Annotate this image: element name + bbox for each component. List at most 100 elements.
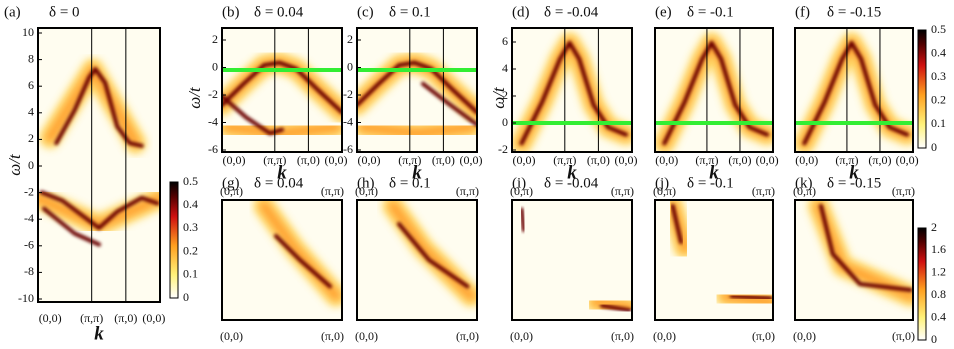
corner-label: (0,π) bbox=[220, 184, 243, 198]
k-tick-label: (0,0) bbox=[795, 153, 818, 167]
colorbar-tick-label: 0.2 bbox=[183, 243, 198, 257]
corner-label: (0,π) bbox=[510, 184, 533, 198]
y-tick-label: 0 bbox=[212, 59, 218, 73]
colorbar-tick-label: 0.8 bbox=[931, 287, 946, 301]
corner-label: (π,0) bbox=[456, 329, 479, 343]
frame bbox=[511, 199, 633, 321]
corner-label: (π,0) bbox=[321, 329, 344, 343]
spectral-halo bbox=[223, 122, 341, 139]
y-tick-label: -6 bbox=[208, 142, 218, 156]
spectral-band bbox=[274, 234, 332, 289]
panel-title: δ = 0 bbox=[49, 4, 80, 20]
corner-label: (0,0) bbox=[355, 329, 378, 343]
colorbar-tick-label: 0.4 bbox=[183, 197, 198, 211]
colorbar-tick-label: 0.3 bbox=[183, 220, 198, 234]
corner-label: (0,π) bbox=[355, 184, 378, 198]
panel-title: δ = -0.04 bbox=[544, 175, 599, 191]
frame bbox=[356, 199, 478, 321]
corner-label: (π,0) bbox=[752, 329, 775, 343]
colorbar-tick-label: 0.4 bbox=[931, 309, 946, 323]
heatmap bbox=[655, 200, 773, 320]
panel-label: (h) bbox=[357, 175, 375, 191]
y-tick-label: -4 bbox=[24, 211, 34, 225]
heatmap bbox=[512, 28, 632, 152]
k-tick-label: (0,0) bbox=[325, 153, 348, 167]
corner-label: (π,π) bbox=[456, 184, 479, 198]
panel-title: δ = -0.04 bbox=[544, 4, 599, 20]
spectral-band bbox=[519, 207, 526, 232]
y-tick-label: 10 bbox=[22, 25, 34, 39]
frame bbox=[794, 199, 914, 321]
corner-label: (π,0) bbox=[892, 329, 915, 343]
colorbar-tick-label: 0.2 bbox=[931, 93, 946, 107]
colorbar-tick-label: 0.1 bbox=[931, 116, 946, 130]
k-tick-label: (π,0) bbox=[728, 153, 751, 167]
k-tick-label: (0,0) bbox=[39, 311, 62, 325]
corner-label: (0,0) bbox=[653, 329, 676, 343]
y-tick-label: -2 bbox=[343, 87, 353, 101]
frame bbox=[794, 27, 914, 153]
heatmap-bg bbox=[357, 200, 477, 320]
panel-label: (j) bbox=[655, 175, 669, 191]
k-tick-label: (π,0) bbox=[587, 153, 610, 167]
colorbar-tick-label: 0.3 bbox=[931, 69, 946, 83]
heatmap bbox=[795, 28, 913, 152]
panel-label: (e) bbox=[655, 4, 672, 20]
k-tick-label: (0,0) bbox=[460, 153, 483, 167]
y-tick-label: 6 bbox=[502, 34, 508, 48]
panel-label: (f) bbox=[795, 4, 810, 20]
frame bbox=[221, 27, 343, 153]
y-tick-label: 4 bbox=[502, 61, 508, 75]
k-axis-label: k bbox=[277, 162, 287, 183]
colorbar-tick-label: 0.1 bbox=[183, 267, 198, 281]
heatmap bbox=[222, 200, 342, 320]
corner-label: (π,π) bbox=[321, 184, 344, 198]
k-tick-label: (0,0) bbox=[756, 153, 779, 167]
y-tick-label: -2 bbox=[208, 87, 218, 101]
frame bbox=[511, 27, 633, 153]
k-tick-label: (0,0) bbox=[223, 153, 246, 167]
colorbar-tick-label: 2 bbox=[931, 220, 937, 234]
y-axis-label: ω/t bbox=[185, 86, 204, 109]
corner-label: (π,π) bbox=[752, 184, 775, 198]
y-tick-label: -6 bbox=[343, 142, 353, 156]
y-tick-label: -2 bbox=[24, 184, 34, 198]
spectral-band bbox=[39, 190, 160, 230]
colorbar-tick-label: 0.5 bbox=[931, 22, 946, 36]
panel-title: δ = 0.04 bbox=[254, 4, 304, 20]
y-tick-label: 8 bbox=[28, 51, 34, 65]
y-tick-label: -4 bbox=[343, 114, 353, 128]
frame bbox=[654, 199, 774, 321]
spectral-halo bbox=[591, 297, 632, 313]
corner-label: (0,π) bbox=[653, 184, 676, 198]
k-axis-label: k bbox=[94, 323, 104, 344]
colorbar-tick-label: 0 bbox=[183, 290, 189, 304]
y-tick-label: 0 bbox=[347, 59, 353, 73]
spectral-band bbox=[819, 204, 913, 292]
spectral-band bbox=[600, 303, 632, 313]
y-tick-label: -4 bbox=[208, 114, 218, 128]
k-tick-label: (π,π) bbox=[695, 153, 718, 167]
y-tick-label: 6 bbox=[28, 78, 34, 92]
panel-label: (k) bbox=[795, 175, 813, 191]
colorbar-tick-label: 1.6 bbox=[931, 242, 946, 256]
k-tick-label: (0,0) bbox=[358, 153, 381, 167]
heatmap bbox=[655, 28, 773, 152]
colorbar-tick-label: 0 bbox=[931, 332, 937, 346]
spectral-band bbox=[357, 60, 477, 115]
k-tick-label: (π,0) bbox=[114, 311, 137, 325]
frame bbox=[356, 27, 478, 153]
y-tick-label: -2 bbox=[498, 142, 508, 156]
colorbar-tick-label: 1.2 bbox=[931, 265, 946, 279]
y-axis-label: ω/t bbox=[5, 153, 24, 176]
k-tick-label: (π,π) bbox=[263, 153, 286, 167]
corner-label: (π,0) bbox=[611, 329, 634, 343]
corner-label: (π,π) bbox=[892, 184, 915, 198]
corner-label: (0,0) bbox=[510, 329, 533, 343]
panel-title: δ = -0.1 bbox=[687, 4, 734, 20]
panel-label: (i) bbox=[512, 175, 526, 191]
y-tick-label: -8 bbox=[24, 264, 34, 278]
panel-label: (g) bbox=[222, 175, 240, 191]
panel-label: (d) bbox=[512, 4, 530, 20]
